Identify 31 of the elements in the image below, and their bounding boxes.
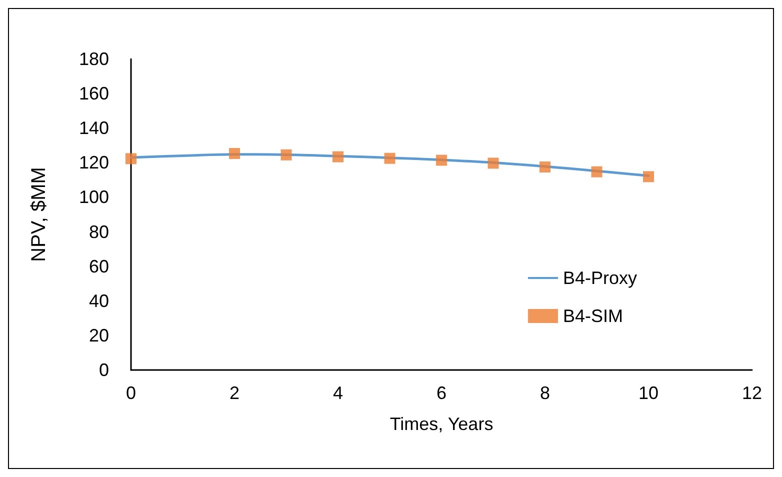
point [591, 166, 602, 178]
point [126, 153, 136, 164]
point [332, 151, 344, 162]
x-tick-label: 10 [638, 383, 659, 403]
x-tick-label: 4 [332, 383, 344, 403]
y-tick-label: 140 [78, 118, 109, 138]
point [540, 161, 550, 172]
point [436, 154, 447, 166]
x-tick-label: 6 [436, 383, 447, 403]
legend-label: B4-SIM [562, 306, 623, 326]
y-tick-label: 80 [88, 222, 109, 242]
y-tick-label: 60 [88, 256, 109, 276]
x-tick-label: 0 [126, 383, 136, 403]
y-tick-label: 180 [78, 49, 109, 69]
point [488, 158, 499, 169]
y-tick-label: 20 [88, 325, 109, 346]
x-axis-title: Times, Years [390, 414, 494, 434]
x-tick-label: 2 [229, 383, 240, 403]
x-tick-label: 12 [742, 383, 762, 403]
point [280, 149, 292, 160]
y-tick-label: 100 [78, 187, 109, 208]
y-tick-label: 0 [98, 360, 109, 380]
x-tick-label: 8 [540, 383, 550, 403]
point [384, 152, 396, 164]
legend-label: B4-Proxy [562, 268, 638, 288]
y-axis-title: NPV, $MM [28, 167, 50, 262]
point [643, 171, 654, 182]
point [229, 148, 240, 160]
y-tick-label: 160 [78, 84, 109, 104]
y-tick-label: 120 [78, 152, 109, 173]
y-tick-label: 40 [88, 290, 109, 311]
